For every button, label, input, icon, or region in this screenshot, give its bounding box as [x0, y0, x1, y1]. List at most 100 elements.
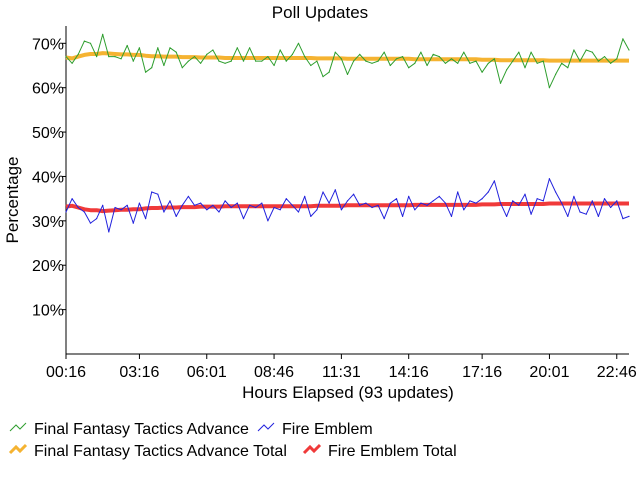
data-point-final-fantasy-tactics-advance — [426, 64, 428, 67]
data-point-fire-emblem — [224, 200, 226, 202]
data-point-final-fantasy-tactics-advance — [475, 60, 477, 62]
data-point-fire-emblem — [542, 200, 544, 202]
data-point-fire-emblem — [395, 198, 398, 200]
data-point-final-fantasy-tactics-advance — [218, 60, 220, 62]
data-point-fire-emblem — [616, 200, 618, 202]
data-point-final-fantasy-tactics-advance — [555, 73, 557, 75]
data-point-final-fantasy-tactics-advance — [285, 60, 287, 62]
data-point-fire-emblem — [530, 213, 532, 215]
data-point-final-fantasy-tactics-advance — [493, 58, 495, 60]
data-point-final-fantasy-tactics-advance — [322, 76, 324, 78]
data-point-fire-emblem — [444, 202, 446, 204]
data-point-final-fantasy-tactics-advance — [628, 49, 630, 51]
data-point-fire-emblem — [273, 206, 275, 209]
data-point-final-fantasy-tactics-advance — [512, 60, 514, 62]
series-line-final-fantasy-tactics-advance-total — [65, 51, 629, 63]
data-point-fire-emblem — [512, 200, 514, 202]
data-point-final-fantasy-tactics-advance — [530, 51, 532, 53]
x-tick-label: 20:01 — [529, 364, 569, 381]
data-point-final-fantasy-tactics-advance — [573, 49, 575, 51]
data-point-final-fantasy-tactics-advance — [310, 64, 312, 67]
data-point-final-fantasy-tactics-advance — [114, 56, 116, 58]
data-point-fire-emblem — [610, 206, 612, 209]
x-axis-title: Hours Elapsed (93 updates) — [242, 383, 454, 402]
data-point-fire-emblem — [377, 204, 379, 206]
data-point-fire-emblem — [132, 222, 134, 224]
data-point-final-fantasy-tactics-advance — [499, 82, 502, 84]
data-point-final-fantasy-tactics-advance — [420, 51, 422, 53]
data-point-fire-emblem — [432, 200, 434, 202]
data-point-final-fantasy-tactics-advance — [389, 64, 391, 67]
data-point-final-fantasy-tactics-advance — [542, 60, 544, 62]
data-point-fire-emblem — [469, 200, 471, 202]
y-tick-label: 30% — [32, 214, 64, 231]
data-point-fire-emblem — [77, 206, 79, 209]
data-point-fire-emblem — [255, 206, 257, 209]
data-point-fire-emblem — [585, 213, 587, 215]
data-point-final-fantasy-tactics-advance — [316, 60, 318, 62]
data-point-final-fantasy-tactics-advance — [365, 60, 367, 62]
data-point-fire-emblem — [157, 193, 159, 195]
data-point-fire-emblem — [138, 202, 140, 204]
data-point-fire-emblem — [622, 218, 624, 220]
data-point-fire-emblem — [628, 215, 630, 217]
x-tick-label: 03:16 — [119, 364, 159, 381]
data-point-fire-emblem — [603, 198, 606, 200]
y-tick-label: 40% — [32, 169, 64, 186]
x-tick-label: 11:31 — [322, 364, 361, 381]
data-point-final-fantasy-tactics-advance — [267, 56, 269, 58]
x-tick-label: 17:16 — [462, 364, 502, 381]
data-point-final-fantasy-tactics-advance — [622, 38, 624, 40]
data-point-fire-emblem — [481, 198, 483, 200]
data-point-final-fantasy-tactics-advance — [224, 62, 226, 64]
data-point-final-fantasy-tactics-advance — [126, 44, 128, 47]
x-tick-label: 22:46 — [597, 364, 637, 381]
data-point-fire-emblem — [126, 204, 128, 206]
data-point-final-fantasy-tactics-advance — [457, 62, 459, 64]
y-axis-title: Percentage — [3, 157, 22, 244]
data-point-fire-emblem — [340, 209, 342, 211]
data-point-fire-emblem — [316, 209, 318, 211]
data-point-fire-emblem — [518, 204, 520, 206]
series-line-fire-emblem-total — [65, 201, 629, 214]
data-point-final-fantasy-tactics-advance — [145, 71, 147, 73]
data-point-fire-emblem — [310, 215, 312, 217]
data-point-final-fantasy-tactics-advance — [83, 40, 85, 42]
data-point-final-fantasy-tactics-advance — [395, 58, 398, 60]
data-point-final-fantasy-tactics-advance — [371, 62, 373, 64]
data-point-final-fantasy-tactics-advance — [108, 56, 110, 58]
data-point-fire-emblem — [426, 204, 428, 206]
data-point-final-fantasy-tactics-advance — [181, 67, 183, 69]
data-point-fire-emblem — [524, 193, 526, 195]
data-point-fire-emblem — [181, 204, 183, 206]
data-point-fire-emblem — [169, 200, 171, 202]
data-point-final-fantasy-tactics-advance — [65, 56, 67, 58]
data-point-fire-emblem — [285, 198, 287, 200]
data-point-final-fantasy-tactics-advance — [187, 60, 189, 62]
data-point-fire-emblem — [420, 202, 422, 204]
data-point-fire-emblem — [291, 204, 293, 206]
data-point-final-fantasy-tactics-advance — [383, 51, 385, 53]
data-point-final-fantasy-tactics-advance — [444, 62, 446, 64]
data-point-fire-emblem — [402, 215, 404, 217]
data-point-final-fantasy-tactics-advance — [402, 56, 404, 58]
data-point-fire-emblem — [579, 211, 581, 213]
data-point-fire-emblem — [322, 191, 324, 193]
data-point-final-fantasy-tactics-advance — [175, 51, 177, 53]
data-point-final-fantasy-tactics-advance — [200, 62, 202, 64]
data-point-final-fantasy-tactics-advance — [408, 67, 410, 69]
data-point-final-fantasy-tactics-advance — [524, 67, 526, 69]
data-point-final-fantasy-tactics-advance — [579, 60, 581, 62]
data-point-final-fantasy-tactics-advance — [212, 49, 214, 51]
data-point-fire-emblem — [450, 215, 453, 217]
legend-swatch-final-fantasy-tactics-advance-total — [8, 443, 28, 455]
data-point-fire-emblem — [175, 215, 177, 217]
data-point-final-fantasy-tactics-advance — [334, 51, 336, 53]
data-point-fire-emblem — [365, 202, 367, 204]
data-point-fire-emblem — [206, 209, 208, 211]
data-point-fire-emblem — [83, 211, 85, 213]
data-point-fire-emblem — [597, 215, 600, 217]
data-point-final-fantasy-tactics-advance — [157, 47, 159, 49]
x-tick-label: 14:16 — [389, 364, 429, 381]
data-point-fire-emblem — [555, 191, 557, 193]
